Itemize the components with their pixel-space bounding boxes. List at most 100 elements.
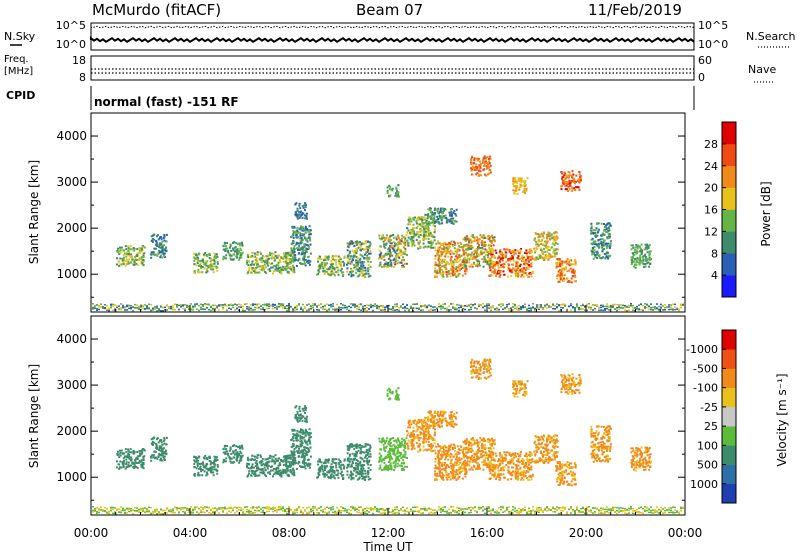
power-cell — [301, 204, 304, 207]
power-cell — [592, 231, 595, 234]
power-cell — [205, 254, 208, 257]
power-cell — [527, 275, 530, 278]
power-cell — [346, 270, 349, 273]
power-cell — [382, 240, 385, 243]
power-cell — [94, 306, 96, 309]
power-cell — [326, 256, 329, 259]
velocity-cell — [118, 467, 121, 470]
power-cell — [646, 306, 648, 309]
power-cell — [443, 250, 446, 253]
power-cell — [474, 251, 477, 254]
power-cell — [434, 221, 437, 223]
power-cell — [303, 236, 306, 239]
velocity-cell — [132, 466, 135, 469]
power-cell — [480, 251, 482, 254]
power-cell — [648, 256, 651, 259]
velocity-cell — [278, 463, 281, 466]
power-cell — [510, 309, 512, 311]
power-cell — [268, 307, 270, 310]
power-cell — [133, 261, 136, 264]
power-cell — [446, 271, 449, 273]
power-cell — [462, 309, 464, 312]
power-cell — [533, 257, 536, 260]
power-cell — [592, 229, 595, 232]
power-cell — [624, 309, 626, 311]
power-cell — [431, 221, 434, 224]
power-cell — [490, 255, 493, 258]
power-cell — [410, 230, 413, 233]
power-cell — [118, 263, 121, 266]
power-cell — [445, 273, 448, 276]
power-cell — [382, 305, 384, 307]
velocity-cell — [238, 445, 241, 448]
velocity-cell — [210, 470, 213, 472]
power-cell — [442, 303, 444, 306]
power-cell — [354, 303, 356, 306]
power-cell — [268, 268, 271, 271]
power-cell — [432, 246, 435, 249]
power-cell — [198, 304, 200, 307]
power-cell — [477, 240, 480, 243]
power-cell — [473, 238, 476, 241]
power-cell — [654, 306, 656, 308]
power-cell — [545, 240, 548, 243]
power-cell — [476, 236, 479, 239]
power-cell — [507, 258, 510, 261]
power-cell — [488, 243, 491, 246]
power-cell — [465, 265, 468, 268]
y-tick-label: 2000 — [56, 221, 87, 235]
power-cell — [279, 266, 282, 269]
power-cell — [368, 244, 371, 247]
power-cell — [204, 308, 206, 311]
power-cell — [224, 303, 226, 306]
power-cell — [358, 274, 361, 277]
power-cell — [307, 261, 310, 264]
power-cell — [279, 271, 282, 274]
power-cell — [224, 245, 227, 248]
power-cell — [453, 220, 456, 223]
power-cell — [335, 261, 338, 264]
power-cell — [464, 256, 466, 259]
velocity-cell — [296, 450, 299, 453]
power-cell — [635, 263, 638, 266]
power-cell — [490, 260, 493, 263]
power-cell — [241, 242, 244, 245]
power-cell — [571, 270, 574, 273]
power-cell — [600, 309, 602, 311]
power-cell — [395, 254, 398, 257]
power-cell — [142, 259, 145, 261]
power-cell — [528, 304, 530, 307]
power-cell — [421, 221, 424, 224]
power-cell — [532, 303, 534, 305]
power-cell — [529, 271, 532, 274]
power-cell — [388, 256, 391, 259]
power-cell — [482, 307, 484, 309]
power-cell — [441, 242, 444, 245]
velocity-cell — [300, 456, 303, 459]
power-cell — [515, 264, 518, 267]
power-cell — [518, 270, 521, 273]
power-cell — [568, 179, 571, 182]
power-cell — [310, 306, 312, 308]
power-cell — [534, 237, 537, 240]
power-cell — [302, 308, 304, 311]
velocity-cell — [122, 464, 125, 467]
power-cell — [98, 306, 100, 308]
power-cell — [215, 253, 218, 256]
power-cell — [389, 254, 391, 257]
power-cell — [455, 214, 458, 217]
power-cell — [632, 246, 635, 249]
power-cell — [240, 306, 242, 309]
power-cell — [496, 257, 499, 260]
velocity-cell — [153, 441, 156, 444]
power-cell — [120, 307, 122, 309]
power-cell — [605, 228, 608, 231]
power-cell — [410, 239, 413, 242]
velocity-cell — [119, 452, 122, 455]
power-cell — [296, 226, 299, 229]
power-cell — [571, 174, 574, 177]
power-cell — [425, 227, 427, 230]
power-cell — [440, 308, 442, 310]
power-cell — [539, 235, 542, 238]
power-cell — [516, 184, 519, 187]
